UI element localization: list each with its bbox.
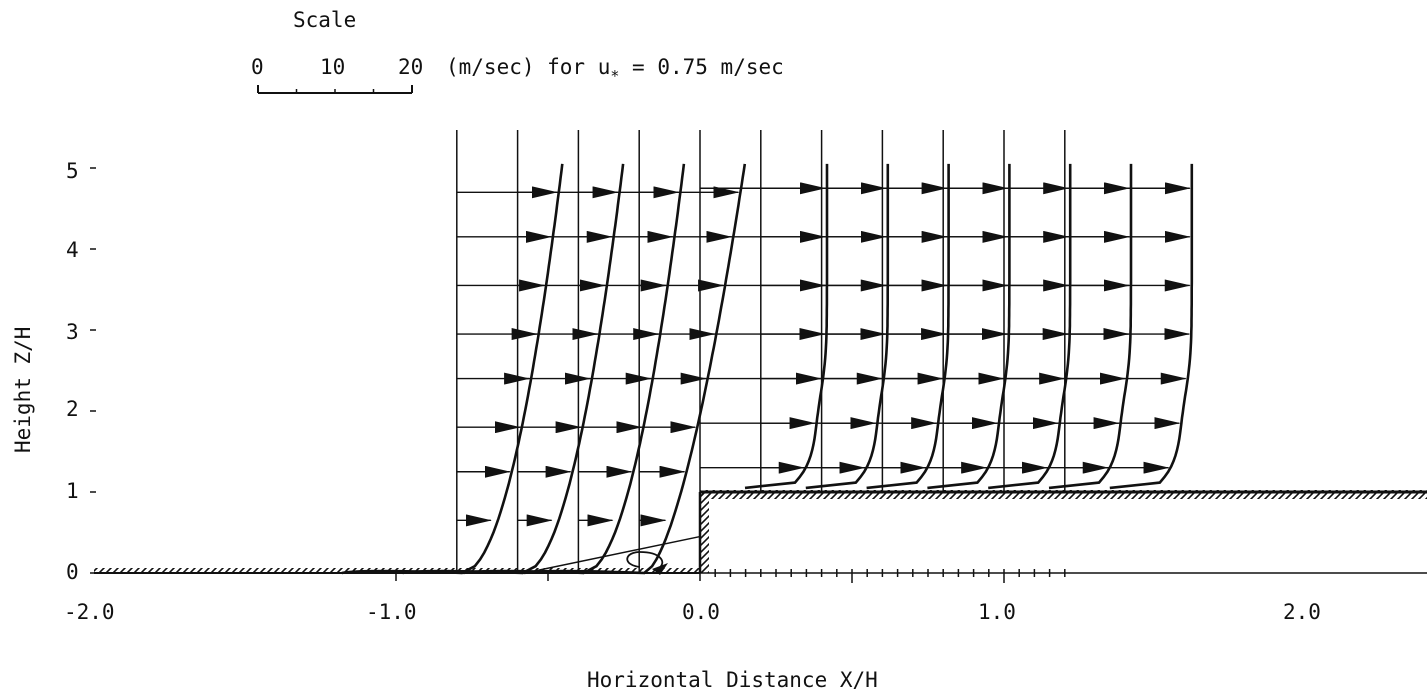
- x-tick-neg2: -2.0: [64, 600, 115, 624]
- profiles-layer: [341, 130, 1194, 575]
- scale-caption-pre: (m/sec) for u: [446, 55, 611, 79]
- y-tick-1: 1: [66, 479, 79, 503]
- scale-tick-label-10: 10: [320, 55, 346, 79]
- velocity-profile-curve: [341, 163, 564, 575]
- velocity-profile-curve: [402, 163, 625, 575]
- x-tick-0: 0.0: [682, 600, 720, 624]
- velocity-profile-curve: [1109, 163, 1194, 490]
- velocity-profile-curve: [805, 163, 890, 490]
- step-face-hatch: [700, 492, 709, 573]
- scale-caption-post: = 0.75 m/sec: [619, 55, 784, 79]
- velocity-profile-curve: [927, 163, 1011, 490]
- ground-layer: [94, 490, 1427, 575]
- x-tick-2: 2.0: [1283, 600, 1321, 624]
- recirculation-loop: [626, 551, 664, 570]
- scale-caption-subscript: *: [610, 67, 620, 85]
- velocity-profile-curve: [463, 163, 686, 575]
- velocity-profile-curve: [744, 163, 829, 490]
- velocity-profile-curve: [988, 163, 1072, 490]
- separation-streamline: [524, 535, 701, 574]
- x-tick-1: 1.0: [978, 600, 1016, 624]
- recirculation-arrowhead: [652, 563, 668, 575]
- x-axis: [90, 167, 1427, 583]
- scale-title: Scale: [293, 8, 357, 32]
- velocity-profile-curve: [866, 163, 950, 490]
- scale-tick-label-20: 20: [398, 55, 424, 79]
- y-axis-label: Height Z/H: [11, 326, 35, 453]
- y-tick-0: 0: [66, 560, 79, 584]
- scale-caption: (m/sec) for u* = 0.75 m/sec: [446, 55, 784, 84]
- velocity-profile-curve: [1048, 163, 1133, 490]
- x-tick-neg1: -1.0: [366, 600, 417, 624]
- step-top-hatch: [700, 490, 1427, 499]
- velocity-profile-curve: [523, 163, 747, 575]
- x-axis-label: Horizontal Distance X/H: [587, 668, 878, 692]
- y-tick-3: 3: [66, 320, 79, 344]
- y-tick-4: 4: [66, 238, 79, 262]
- y-tick-5: 5: [66, 159, 79, 183]
- y-tick-2: 2: [66, 397, 79, 421]
- scale-bar: [257, 85, 413, 94]
- scale-tick-label-0: 0: [251, 55, 264, 79]
